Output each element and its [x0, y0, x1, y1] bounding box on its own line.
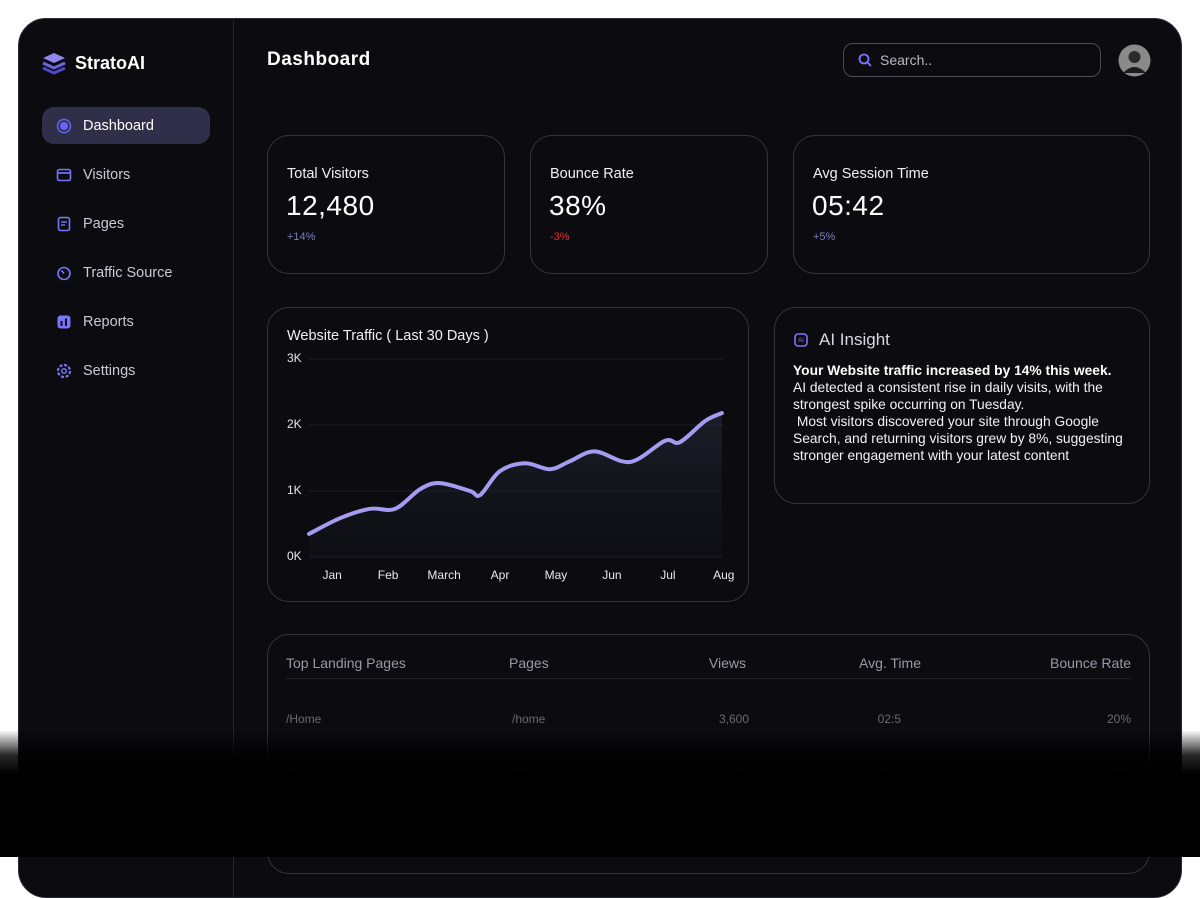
- y-tick-label: 2K: [287, 417, 302, 431]
- ai-icon: AI: [794, 333, 808, 347]
- stat-value: 05:42: [812, 190, 885, 221]
- table-cell: /Home: [286, 712, 322, 726]
- table-cell: 02:5: [877, 712, 901, 726]
- nav-icon: [56, 168, 72, 181]
- nav-icon: [57, 315, 71, 328]
- insight-header: AI AI Insight: [793, 330, 1131, 350]
- stat-value: 12,480: [286, 190, 375, 221]
- nav: Dashboard Visitors Pages Traffic Source Repo…: [42, 107, 210, 401]
- stat-card: Total Visitors 12,480 +14%: [267, 135, 505, 274]
- nav-icon: [57, 216, 71, 231]
- stat-delta: -3%: [550, 231, 570, 243]
- stat-card: Bounce Rate 38% -3%: [530, 135, 768, 274]
- x-tick-label: Apr: [491, 568, 510, 582]
- nav-icon: [56, 363, 72, 378]
- table-cell: 20%: [1106, 712, 1131, 726]
- x-tick-label: March: [427, 568, 460, 582]
- x-tick-label: Jan: [323, 568, 342, 582]
- column-header: Top Landing Pages: [286, 655, 406, 671]
- table-cell: 3,600: [718, 712, 749, 726]
- nav-icon: [57, 266, 71, 280]
- y-tick-label: 3K: [287, 351, 302, 365]
- avatar[interactable]: [1118, 44, 1151, 77]
- stat-delta: +5%: [813, 231, 836, 243]
- nav-item[interactable]: Visitors: [42, 156, 210, 193]
- nav-label: Visitors: [83, 166, 131, 183]
- y-tick-label: 1K: [287, 483, 302, 497]
- insight-body: Most visitors discovered your site throu…: [793, 414, 1127, 463]
- column-header: Pages: [509, 655, 549, 671]
- nav-item[interactable]: Dashboard: [42, 107, 210, 144]
- chart-title: Website Traffic ( Last 30 Days ): [287, 328, 489, 344]
- traffic-card: Website Traffic ( Last 30 Days ) 0K 1K 2K 3…: [267, 307, 749, 602]
- brand-logo: [42, 53, 66, 75]
- page: {"sidebar": {"brand": "StratoAI", "nav":…: [0, 18, 1200, 898]
- nav-label: Dashboard: [83, 117, 154, 134]
- line-area: [309, 413, 722, 557]
- search-placeholder: Search..: [880, 52, 933, 68]
- table-cell: /home: [512, 712, 546, 726]
- stat-delta: +14%: [287, 231, 316, 243]
- column-header: Avg. Time: [859, 655, 921, 671]
- nav-label: Traffic Source: [83, 264, 173, 281]
- bottom-fade: [0, 730, 1200, 857]
- line: [307, 411, 724, 536]
- stat-label: Avg Session Time: [813, 166, 929, 182]
- brand-name: StratoAI: [75, 52, 146, 73]
- page-title: Dashboard: [267, 49, 371, 70]
- nav-label: Reports: [83, 313, 134, 330]
- nav-item[interactable]: Reports: [42, 303, 210, 340]
- svg-text:AI: AI: [798, 338, 804, 344]
- x-tick-label: Jul: [660, 568, 675, 582]
- stat-card: Avg Session Time 05:42 +5%: [793, 135, 1150, 274]
- stat-label: Total Visitors: [287, 166, 369, 182]
- stat-value: 38%: [549, 190, 607, 221]
- nav-icon: [56, 118, 72, 133]
- nav-item[interactable]: Pages: [42, 205, 210, 242]
- insight-card: AI AI Insight Your Website traffic incre…: [774, 307, 1150, 504]
- nav-label: Pages: [83, 215, 125, 232]
- insight-title: AI Insight: [819, 330, 890, 349]
- x-tick-label: May: [545, 568, 568, 582]
- nav-item[interactable]: Settings: [42, 352, 210, 389]
- stat-label: Bounce Rate: [550, 166, 634, 182]
- column-header: Bounce Rate: [1050, 655, 1131, 671]
- nav-label: Settings: [83, 362, 136, 379]
- x-tick-label: Jun: [602, 568, 621, 582]
- brand: StratoAI: [41, 51, 145, 75]
- chart: Website Traffic ( Last 30 Days ) 0K 1K 2K 3…: [287, 328, 734, 582]
- y-tick-label: 0K: [287, 549, 302, 563]
- search-box[interactable]: Search..: [843, 43, 1101, 77]
- table-divider: [286, 678, 1131, 679]
- sidebar: StratoAI Dashboard Visitors Pages Traffic S…: [19, 19, 234, 897]
- x-tick-label: Feb: [378, 568, 399, 582]
- column-header: Views: [708, 655, 746, 671]
- insight-body: AI detected a consistent rise in daily v…: [793, 380, 1103, 412]
- insight-headline: Your Website traffic increased by 14% th…: [793, 363, 1112, 378]
- nav-item[interactable]: Traffic Source: [42, 254, 210, 291]
- x-tick-label: Aug: [713, 568, 734, 582]
- search-icon: [858, 53, 872, 67]
